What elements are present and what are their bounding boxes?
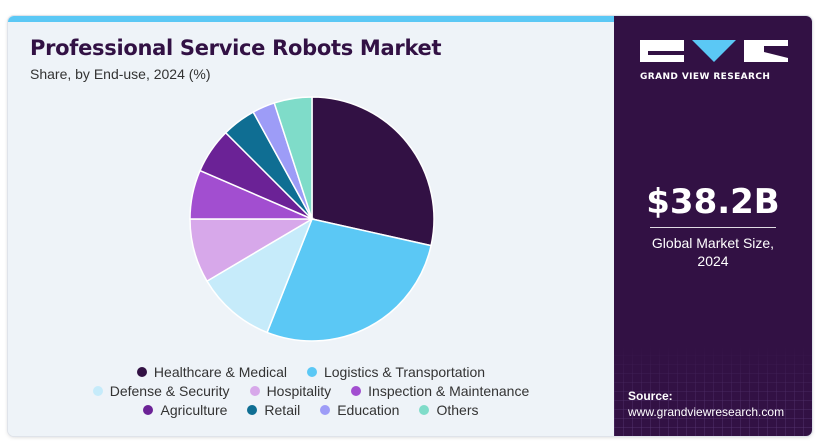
chart-title: Professional Service Robots Market (30, 36, 442, 60)
brand-name: GRAND VIEW RESEARCH (640, 72, 771, 82)
market-size-label-line1: Global Market Size, (651, 235, 775, 251)
legend-marker (419, 405, 430, 415)
pie-slice-others (273, 96, 313, 220)
legend-marker (143, 405, 154, 415)
pie-chart (189, 96, 435, 342)
legend-item-retail: Retail (247, 402, 300, 418)
legend-item-inspection-maintenance: Inspection & Maintenance (351, 383, 529, 399)
legend-marker (136, 367, 147, 377)
legend-label: Inspection & Maintenance (368, 383, 530, 399)
legend-item-others: Others (419, 402, 479, 418)
pie-slice-defense-security (205, 217, 314, 334)
market-size-label-line2: 2024 (697, 253, 729, 269)
grand-view-research-logo: GRAND VIEW RESEARCH (640, 38, 788, 82)
market-size-value: $38.2B (646, 182, 780, 222)
chart-subtitle: Share, by End-use, 2024 (%) (30, 66, 211, 82)
legend-label: Healthcare & Medical (153, 364, 287, 380)
chart-panel: Professional Service Robots Market Share… (8, 16, 614, 436)
legend-label: Retail (264, 402, 301, 418)
legend-marker (306, 367, 317, 377)
pie-slice-healthcare-medical (311, 96, 435, 247)
summary-panel: GRAND VIEW RESEARCH $38.2B Global Market… (614, 16, 812, 436)
decorative-grid (614, 346, 812, 436)
legend-label: Education (337, 402, 400, 418)
legend-marker (320, 405, 331, 415)
legend-row: Defense & Security Hospitality Inspection … (8, 383, 614, 399)
gvr-logo-mark-icon (640, 40, 788, 62)
infographic-card: Professional Service Robots Market Share… (8, 16, 812, 436)
pie-slice-logistics-transportation (266, 218, 432, 342)
legend-item-agriculture: Agriculture (143, 402, 227, 418)
legend-item-logistics-transportation: Logistics & Transportation (306, 364, 486, 380)
legend-label: Hospitality (266, 383, 332, 399)
legend-marker (92, 386, 103, 396)
legend-item-healthcare-medical: Healthcare & Medical (136, 364, 287, 380)
legend-label: Defense & Security (109, 383, 230, 399)
legend-item-hospitality: Hospitality (249, 383, 332, 399)
legend-marker (249, 386, 260, 396)
legend-item-education: Education (320, 402, 399, 418)
market-size-label: Global Market Size, 2024 (614, 234, 812, 270)
source-note: Source: www.grandviewresearch.com (628, 388, 784, 420)
legend-label: Agriculture (160, 402, 228, 418)
accent-strip (8, 16, 614, 22)
legend-marker (351, 386, 362, 396)
legend-label: Others (436, 402, 479, 418)
legend-label: Logistics & Transportation (323, 364, 486, 380)
legend-row: Healthcare & Medical Logistics & Transpor… (8, 364, 614, 380)
legend-item-defense-security: Defense & Security (92, 383, 230, 399)
divider (650, 227, 776, 228)
source-link[interactable]: www.grandviewresearch.com (628, 405, 785, 419)
source-label: Source: (628, 389, 673, 403)
legend-marker (247, 405, 258, 415)
legend-row: Agriculture Retail Education Others (8, 402, 614, 418)
